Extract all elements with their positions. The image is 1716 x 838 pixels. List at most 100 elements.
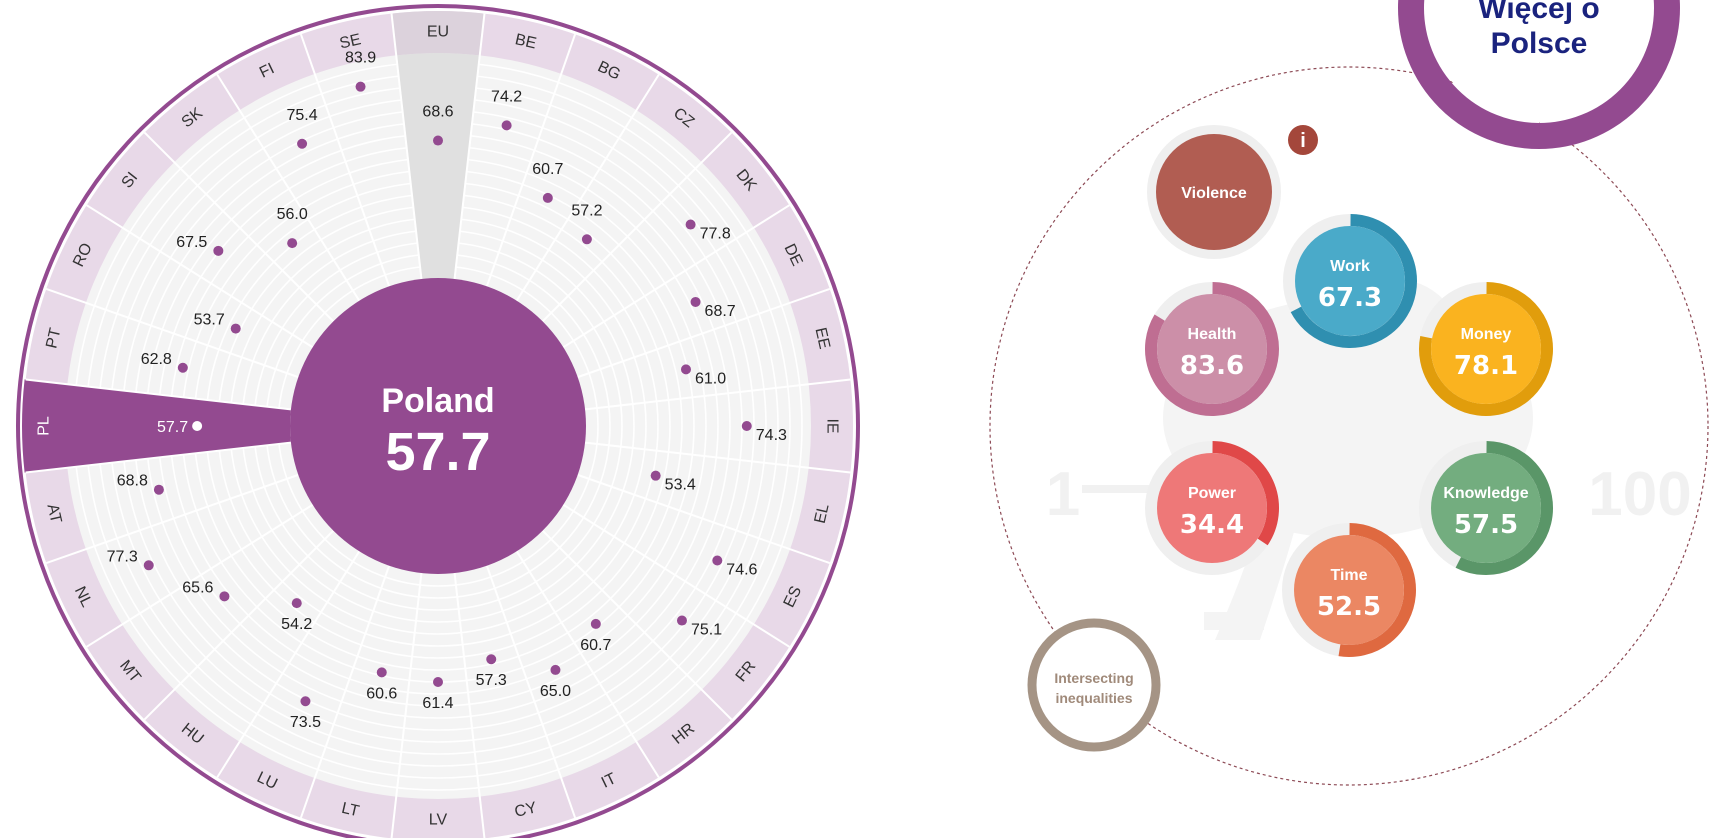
country-sector-at[interactable]: AT 68.8	[43, 473, 164, 525]
country-sector-eu[interactable]: EU 68.6	[422, 24, 454, 146]
sector-divider	[25, 378, 292, 411]
sector-divider	[562, 204, 790, 349]
country-sector-pl[interactable]: PL 57.7	[36, 416, 203, 436]
domain-score-arc	[1455, 441, 1553, 575]
value-label: 74.6	[726, 562, 757, 579]
domain-score-arc	[1338, 523, 1416, 657]
domain-name: Money	[1461, 326, 1512, 343]
info-icon-glyph: i	[1300, 130, 1306, 152]
domain-disc	[1431, 453, 1541, 563]
sector-divider	[562, 503, 790, 648]
country-code-label: LT	[340, 800, 361, 821]
outer-ring	[16, 4, 860, 838]
country-sector-lv[interactable]: LV 61.4	[422, 677, 454, 829]
value-label: 65.0	[540, 683, 571, 700]
sector-divider	[299, 565, 391, 819]
value-label: 61.4	[422, 695, 453, 712]
intersecting-inequalities-button[interactable]: Intersecting inequalities	[1027, 618, 1161, 752]
value-dot	[433, 677, 443, 687]
domain-disc	[1431, 294, 1541, 404]
domain-health[interactable]: Health 83.6	[1145, 282, 1279, 416]
sector-divider	[86, 503, 314, 648]
country-sector-cy[interactable]: CY 57.3	[476, 654, 539, 821]
eu-band-cell	[391, 11, 485, 56]
country-code-label: FI	[257, 60, 277, 81]
domain-boundary	[989, 66, 1709, 786]
value-label: 54.2	[281, 616, 312, 633]
intersecting-label: inequalities	[1055, 690, 1132, 706]
country-code-label: EE	[811, 326, 832, 351]
value-label: 60.7	[532, 161, 563, 178]
domain-work[interactable]: Work 67.3	[1283, 214, 1417, 348]
eu-sector	[396, 53, 480, 279]
domain-score: 83.6	[1180, 351, 1244, 381]
domain-disc	[1157, 453, 1267, 563]
country-sector-it[interactable]: IT 65.0	[540, 664, 619, 792]
domain-score: 57.5	[1454, 510, 1518, 540]
country-radial-chart: EU68.6BE74.2BG60.7CZ57.2DK77.8DE68.7EE61…	[16, 4, 860, 838]
domain-power[interactable]: Power 34.4	[1145, 441, 1279, 575]
domain-name: Work	[1330, 258, 1370, 275]
domain-time[interactable]: Time 52.5	[1282, 523, 1416, 657]
domain-score: 52.5	[1317, 592, 1381, 622]
sector-divider	[584, 378, 851, 411]
country-sector-ee[interactable]: EE 61.0	[680, 326, 833, 387]
domain-knowledge[interactable]: Knowledge 57.5	[1419, 441, 1553, 575]
country-sector-el[interactable]: EL 53.4	[650, 470, 833, 525]
domain-panel: 1 100 Intersecting inequalities Violence Work…	[989, 66, 1709, 786]
value-label: 83.9	[345, 50, 376, 67]
value-label: 57.7	[157, 419, 188, 436]
country-code-label: EU	[427, 24, 449, 41]
country-code-label: LV	[429, 812, 448, 829]
value-dot	[501, 120, 512, 131]
value-dot	[153, 484, 164, 495]
sector-divider	[541, 529, 733, 721]
sector-divider	[485, 33, 577, 287]
country-code-label: PL	[36, 416, 53, 436]
center-country-name: Poland	[381, 382, 494, 420]
value-label: 68.8	[117, 473, 148, 490]
center-disc	[290, 278, 586, 574]
value-label: 56.0	[277, 206, 308, 223]
country-sector-lt[interactable]: LT 60.6	[340, 667, 398, 820]
sector-divider	[515, 550, 660, 778]
country-code-label: SE	[338, 31, 363, 52]
country-sector-be[interactable]: BE 74.2	[491, 31, 538, 131]
value-label: 77.8	[700, 226, 731, 243]
sector-divider	[216, 74, 361, 302]
value-label: 77.3	[107, 548, 138, 565]
value-dot	[542, 192, 553, 203]
more-about-disc[interactable]	[1425, 0, 1653, 122]
value-dot	[486, 654, 497, 665]
value-label: 75.1	[691, 622, 722, 639]
intersecting-ring	[1027, 618, 1161, 752]
more-about-line1: Więcej o	[1478, 0, 1599, 25]
country-code-label: CY	[513, 799, 539, 821]
country-code-label: BE	[513, 31, 538, 52]
value-label: 57.2	[571, 202, 602, 219]
value-dot	[650, 470, 661, 481]
domain-money[interactable]: Money 78.1	[1419, 282, 1553, 416]
country-code-label: AT	[43, 502, 64, 525]
value-dot	[550, 664, 561, 675]
info-icon[interactable]: i	[1288, 125, 1318, 155]
domain-violence[interactable]: Violence	[1147, 125, 1281, 259]
country-sector-pt[interactable]: PT 62.8	[43, 326, 188, 373]
value-dot	[177, 362, 188, 373]
sector-divider	[453, 13, 486, 280]
value-dot	[676, 615, 687, 626]
value-dot	[741, 421, 752, 431]
value-dot	[291, 598, 302, 609]
more-about-link[interactable]: Więcej o Polsce	[1398, 0, 1680, 149]
more-about-line2: Polsce	[1491, 27, 1588, 60]
country-code-label: IE	[824, 418, 841, 433]
value-label: 53.4	[665, 477, 696, 494]
value-dot	[230, 323, 241, 334]
country-sector-fi[interactable]: FI 75.4	[257, 60, 318, 149]
country-sector-ie[interactable]: IE 74.3	[741, 418, 841, 444]
domain-score-arc	[1212, 441, 1279, 546]
domain-disc	[1157, 294, 1267, 404]
